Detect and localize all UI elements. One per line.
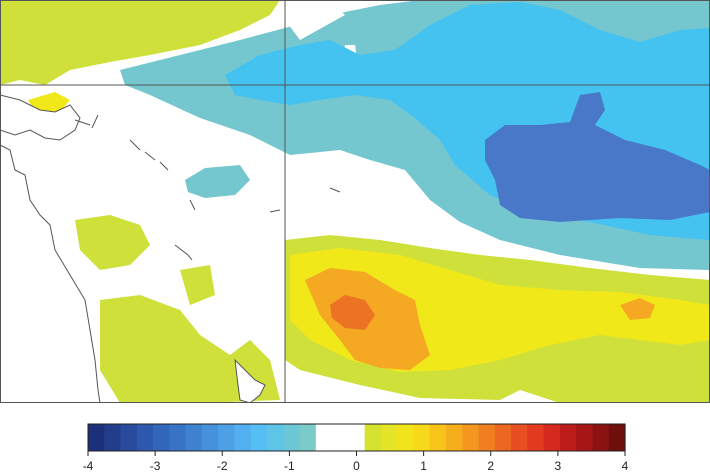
- colorbar-cell: [543, 424, 561, 451]
- colorbar-tick-label: -2: [217, 459, 228, 473]
- colorbar-cell: [413, 424, 431, 451]
- colorbar-cell: [153, 424, 170, 451]
- neutral-patch: [285, 5, 345, 40]
- island-coastline: [74, 114, 99, 129]
- colorbar-ticks: -4 -3 -2 -1 0 1 2 3 4: [83, 451, 629, 473]
- strong-negative-region: [485, 92, 710, 222]
- colorbar-cell: [348, 424, 366, 451]
- colorbar-cell: [136, 424, 154, 451]
- colorbar-cell: [234, 424, 252, 451]
- positive-anomaly-region-left: [180, 265, 215, 305]
- colorbar-cell: [201, 424, 219, 451]
- colorbar-tick-label: -3: [150, 459, 161, 473]
- australia-coastline: [0, 144, 101, 403]
- colorbar-cell: [559, 424, 577, 451]
- colorbar-tick-label: -1: [284, 459, 295, 473]
- colorbar-cell: [169, 424, 187, 451]
- colorbar-tick-label: 3: [555, 459, 562, 473]
- colorbar-tick-label: -4: [83, 459, 94, 473]
- colorbar-cell: [397, 424, 415, 451]
- colorbar-tick-label: 0: [353, 459, 360, 473]
- colorbar: -4 -3 -2 -1 0 1 2 3 4: [83, 423, 629, 473]
- island-coastline: [174, 244, 193, 261]
- island-coastline: [129, 139, 169, 171]
- peak-positive-region: [330, 295, 375, 330]
- positive-anomaly-region-left: [100, 295, 280, 403]
- colorbar-cell: [267, 424, 284, 451]
- colorbar-cell: [576, 424, 594, 451]
- colorbar-cell: [608, 424, 626, 451]
- colorbar-cell: [527, 424, 545, 451]
- colorbar-cell: [332, 424, 349, 451]
- colorbar-cell: [380, 424, 398, 451]
- colorbar-cell: [299, 424, 317, 451]
- colorbar-cell: [494, 424, 512, 451]
- colorbar-cell: [218, 424, 236, 451]
- colorbar-tick-label: 1: [420, 459, 427, 473]
- colorbar-cell: [120, 424, 138, 451]
- new-guinea-coastline: [0, 94, 81, 141]
- colorbar-cell: [88, 424, 105, 451]
- weak-negative-blob: [185, 165, 250, 198]
- colorbar-cell: [250, 424, 268, 451]
- colorbar-cell: [185, 424, 203, 451]
- colorbar-cell: [104, 424, 122, 451]
- anomaly-map: [0, 0, 710, 403]
- positive-anomaly-region-left: [75, 215, 150, 270]
- colorbar-cell: [315, 424, 333, 451]
- colorbar-cells: [88, 424, 626, 451]
- colorbar-tick-label: 4: [622, 459, 629, 473]
- colorbar-cell: [592, 424, 610, 451]
- positive-anomaly-region-top-left: [0, 0, 280, 85]
- colorbar-tick-label: 2: [487, 459, 494, 473]
- colorbar-cell: [364, 424, 382, 451]
- positive-blob: [28, 92, 70, 112]
- colorbar-cell: [283, 424, 301, 451]
- colorbar-cell: [429, 424, 447, 451]
- strong-positive-blob: [620, 298, 655, 320]
- island-coastline: [189, 187, 341, 213]
- colorbar-cell: [446, 424, 463, 451]
- colorbar-cell: [462, 424, 480, 451]
- new-zealand-coastline: [234, 358, 266, 403]
- colorbar-cell: [478, 424, 496, 451]
- colorbar-cell: [511, 424, 528, 451]
